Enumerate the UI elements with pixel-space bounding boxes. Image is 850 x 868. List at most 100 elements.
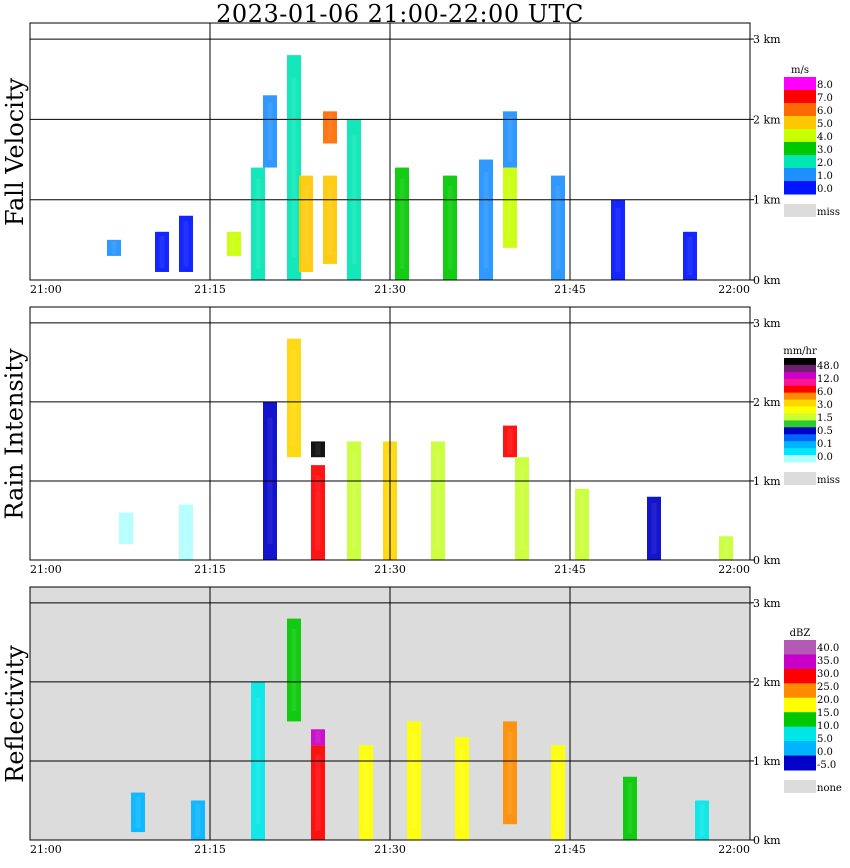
plot-frame bbox=[29, 586, 751, 841]
legend-label: 3.0 bbox=[817, 145, 833, 156]
data-core-12 bbox=[579, 495, 585, 553]
legend-swatch bbox=[784, 364, 816, 373]
legend-missing-swatch bbox=[784, 780, 816, 793]
legend-unit: dBZ bbox=[790, 628, 811, 639]
legend-label: 6.0 bbox=[817, 387, 833, 398]
data-core-15 bbox=[507, 175, 513, 240]
data-core-5 bbox=[255, 178, 261, 269]
data-core-7 bbox=[291, 77, 297, 258]
legend-label: 10.0 bbox=[817, 721, 839, 732]
data-core-1 bbox=[123, 515, 129, 542]
data-core-16 bbox=[507, 116, 513, 162]
data-core-14 bbox=[483, 171, 489, 268]
legend-label: 3.0 bbox=[817, 400, 833, 411]
legend-label: 1.5 bbox=[817, 413, 833, 424]
legend-swatch bbox=[784, 371, 816, 380]
legend-label: 5.0 bbox=[817, 734, 833, 745]
panel-2: 0 km 1 km 2 km 3 km 21:00 21:15 21:30 21:45 22:0… bbox=[29, 306, 840, 576]
data-core-4 bbox=[291, 628, 297, 712]
legend-swatch bbox=[784, 441, 816, 449]
data-core-12 bbox=[399, 178, 405, 269]
legend-swatch bbox=[784, 668, 816, 684]
legend-label: 8.0 bbox=[817, 80, 833, 91]
data-core-2 bbox=[183, 510, 189, 555]
x-tick-label: 22:00 bbox=[718, 283, 750, 296]
legend-swatch bbox=[784, 434, 816, 442]
legend-label: 48.0 bbox=[817, 361, 839, 372]
legend-label: 0.0 bbox=[817, 747, 833, 758]
data-core-3 bbox=[183, 221, 189, 267]
legend-label: 1.0 bbox=[817, 171, 833, 182]
data-core-14 bbox=[723, 538, 729, 558]
data-core-10 bbox=[507, 731, 513, 814]
legend-swatch bbox=[784, 741, 816, 757]
legend-swatch bbox=[784, 712, 816, 728]
data-core-8 bbox=[411, 733, 417, 829]
legend-missing-swatch bbox=[784, 204, 816, 217]
legend-missing-label: miss bbox=[817, 475, 840, 486]
legend-label: 25.0 bbox=[817, 682, 839, 693]
data-core-13 bbox=[699, 804, 705, 837]
legend-swatch bbox=[784, 378, 816, 387]
legend-swatch bbox=[784, 116, 816, 130]
legend-missing-label: miss bbox=[817, 207, 840, 218]
legend-label: 40.0 bbox=[817, 643, 839, 654]
x-tick-label: 21:00 bbox=[30, 283, 62, 296]
data-core-6 bbox=[315, 442, 321, 456]
data-core-11 bbox=[519, 467, 525, 550]
legend-label: 6.0 bbox=[817, 106, 833, 117]
x-tick-label: 21:15 bbox=[194, 843, 226, 856]
legend-swatch bbox=[784, 683, 816, 699]
x-tick-label: 21:45 bbox=[554, 283, 586, 296]
data-core-5 bbox=[315, 474, 321, 551]
legend-label: 7.0 bbox=[817, 93, 833, 104]
data-core-7 bbox=[351, 453, 357, 549]
y-tick-label: 1 km bbox=[753, 755, 781, 768]
plot-frame bbox=[29, 22, 751, 281]
legend-label: 20.0 bbox=[817, 695, 839, 706]
legend-swatch bbox=[784, 181, 816, 195]
legend-label: 30.0 bbox=[817, 669, 839, 680]
legend-unit: mm/hr bbox=[783, 346, 817, 357]
data-core-1 bbox=[135, 796, 141, 829]
legend-swatch bbox=[784, 640, 816, 655]
data-core-8 bbox=[303, 185, 309, 263]
legend-swatch bbox=[784, 413, 816, 421]
y-tick-label: 3 km bbox=[753, 33, 781, 46]
x-tick-label: 22:00 bbox=[718, 563, 750, 576]
data-core-17 bbox=[555, 186, 561, 270]
legend-swatch bbox=[784, 406, 816, 414]
legend-label: 5.0 bbox=[817, 119, 833, 130]
data-core-10 bbox=[507, 428, 513, 455]
data-core-9 bbox=[327, 184, 333, 256]
panel-1: 0 km 1 km 2 km 3 km 21:00 21:15 21:30 21:45 22:0… bbox=[29, 22, 840, 296]
legend-swatch bbox=[784, 103, 816, 117]
legend-swatch bbox=[784, 77, 816, 91]
legend-label: 0.0 bbox=[817, 184, 833, 195]
legend-label: 35.0 bbox=[817, 656, 839, 667]
legend-label: 0.1 bbox=[817, 439, 833, 450]
legend-swatch bbox=[784, 155, 816, 169]
x-tick-label: 21:00 bbox=[30, 843, 62, 856]
legend-swatch bbox=[784, 654, 816, 670]
legend-swatch bbox=[784, 448, 816, 456]
legend-label: 2.0 bbox=[817, 158, 833, 169]
data-core-12 bbox=[627, 783, 633, 834]
legend-swatch bbox=[784, 427, 816, 435]
legend-swatch bbox=[784, 129, 816, 143]
data-core-6 bbox=[267, 102, 273, 161]
grid bbox=[30, 307, 750, 560]
data-core-2 bbox=[195, 804, 201, 837]
legend-swatch bbox=[784, 358, 816, 366]
y-tick-label: 0 km bbox=[753, 554, 781, 567]
legend-swatch bbox=[784, 455, 816, 463]
data-core-11 bbox=[555, 754, 561, 831]
y-tick-label: 1 km bbox=[753, 194, 781, 207]
x-tick-label: 21:45 bbox=[554, 563, 586, 576]
legend-1: m/s 8.0 7.0 6.0 5.0 4.0 3.0 2.0 1.0 0.0 miss bbox=[784, 65, 840, 218]
data-core-4 bbox=[291, 350, 297, 446]
legend-missing-label: none bbox=[817, 783, 842, 794]
legend-swatch bbox=[784, 420, 816, 428]
